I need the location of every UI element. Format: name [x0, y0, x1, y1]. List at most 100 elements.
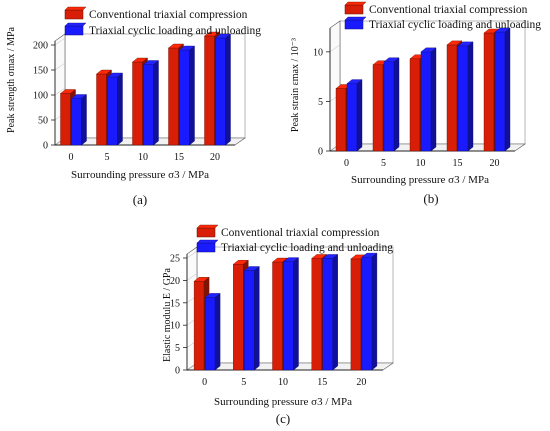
legend-label-1: Triaxial cyclic loading and unloading: [221, 242, 393, 254]
legend-swatch-0: [344, 4, 364, 15]
bar-side-face: [81, 94, 87, 146]
bar-conventional-15: [168, 47, 179, 146]
bar-conventional-0: [335, 88, 347, 152]
bar-cyclic-0: [346, 83, 358, 152]
legend-swatch-top: [196, 224, 219, 229]
legend-swatch-1: [344, 19, 364, 30]
legend-swatch-1: [196, 242, 216, 253]
legend-swatch-1: [64, 25, 84, 36]
legend-swatch-0: [64, 9, 84, 20]
y-tick-label: 20: [170, 276, 180, 287]
bar-cyclic-10: [283, 261, 294, 371]
x-tick-label: 15: [453, 158, 463, 169]
legend-swatch-top: [344, 1, 367, 6]
bar-conventional-5: [233, 264, 244, 371]
legend-swatch-0: [196, 227, 216, 238]
bar-conventional-15: [311, 258, 322, 371]
y-tick-label: 150: [33, 66, 48, 77]
x-tick-label: 20: [356, 377, 366, 388]
grid-diag: [186, 250, 198, 259]
bar-side-face: [214, 293, 221, 371]
bar-conventional-20: [483, 32, 495, 152]
bar-side-face: [225, 33, 231, 146]
bar-conventional-10: [409, 58, 421, 152]
y-axis-label: Peak strength σmax / MPa: [6, 26, 17, 132]
y-tick-label: 5: [175, 343, 180, 354]
y-tick-label: 10: [313, 47, 323, 58]
bar-side-face: [504, 27, 511, 152]
bar-conventional-5: [96, 73, 107, 146]
bar-conventional-0: [60, 93, 71, 146]
grid-diag: [186, 273, 198, 281]
y-tick-label: 15: [170, 298, 180, 309]
x-tick-label: 10: [138, 152, 148, 163]
y-tick-label: 0: [318, 147, 323, 158]
y-tick-label: 100: [33, 91, 48, 102]
x-tick-label: 20: [490, 158, 500, 169]
y-tick-label: 5: [318, 97, 323, 108]
grid-diag: [54, 62, 66, 71]
bar-side-face: [189, 45, 195, 146]
bar-conventional-5: [372, 64, 384, 152]
legend-label-0: Conventional triaxial compression: [221, 227, 380, 239]
bar-side-face: [467, 41, 474, 152]
bar-side-face: [117, 72, 123, 146]
y-tick-label: 10: [170, 321, 180, 332]
y-axis-label: Elastic modulu E / GPa: [162, 268, 173, 362]
bar-cyclic-20: [494, 31, 506, 152]
bar-side-face: [371, 252, 378, 371]
panel-caption: (b): [423, 191, 438, 206]
bar-conventional-15: [446, 44, 458, 152]
legend-label-0: Conventional triaxial compression: [369, 4, 528, 16]
bar-cyclic-15: [457, 45, 469, 152]
x-axis-label: Surrounding pressure σ3 / MPa: [351, 174, 489, 186]
bar-cyclic-20: [215, 37, 226, 146]
bar-side-face: [254, 266, 260, 371]
legend-swatch-top: [64, 22, 87, 27]
bar-cyclic-10: [143, 64, 154, 146]
panel-c: 0 5 10 15 20 25 0 5 10 15 20 Conventional triaxial …: [162, 224, 394, 426]
y-tick-label: 0: [175, 366, 180, 377]
x-tick-label: 10: [278, 377, 288, 388]
x-axis-label: Surrounding pressure σ3 / MPa: [71, 169, 209, 181]
x-tick-label: 10: [416, 158, 426, 169]
bar-cyclic-20: [361, 256, 373, 371]
legend-label-1: Triaxial cyclic loading and unloading: [89, 25, 261, 37]
bar-cyclic-15: [322, 258, 333, 371]
x-tick-label: 20: [210, 152, 220, 163]
panel-b: 0 5 10 0 5 10 15 20 Conventional triaxial compre…: [290, 1, 541, 206]
bar-side-face: [356, 79, 363, 152]
bar-side-face: [430, 47, 437, 152]
x-axis-label: Surrounding pressure σ3 / MPa: [214, 396, 352, 408]
legend-swatch-top: [344, 16, 367, 21]
x-tick-label: 5: [105, 152, 110, 163]
panel-caption: (c): [276, 411, 290, 426]
bar-cyclic-0: [204, 297, 216, 371]
bar-cyclic-5: [107, 76, 118, 146]
bar-cyclic-10: [420, 51, 432, 152]
x-tick-label: 15: [174, 152, 184, 163]
bar-cyclic-0: [71, 98, 82, 146]
x-tick-label: 15: [317, 377, 327, 388]
bar-cyclic-5: [244, 270, 255, 371]
bar-conventional-10: [132, 61, 143, 146]
bar-side-face: [332, 254, 338, 371]
bar-conventional-20: [204, 35, 215, 146]
y-tick-label: 25: [170, 254, 180, 265]
y-tick-label: 0: [43, 141, 48, 152]
legend-swatch-top: [196, 239, 219, 244]
panel-caption: (a): [133, 192, 147, 207]
bar-side-face: [293, 257, 299, 371]
y-axis-label: Peak strain εmax / 10⁻³: [290, 38, 301, 132]
y-tick-label: 200: [33, 41, 48, 52]
panel-a: 0 50 100 150 200 0 5 10 15 20 Conventional triaxia…: [6, 6, 261, 207]
bar-side-face: [393, 57, 400, 152]
x-tick-label: 0: [202, 377, 207, 388]
legend-swatch-top: [64, 6, 87, 11]
x-tick-label: 5: [381, 158, 386, 169]
bar-side-face: [153, 60, 159, 146]
bar-cyclic-15: [179, 49, 190, 146]
bar-cyclic-5: [383, 61, 395, 152]
bar-conventional-10: [272, 261, 283, 371]
